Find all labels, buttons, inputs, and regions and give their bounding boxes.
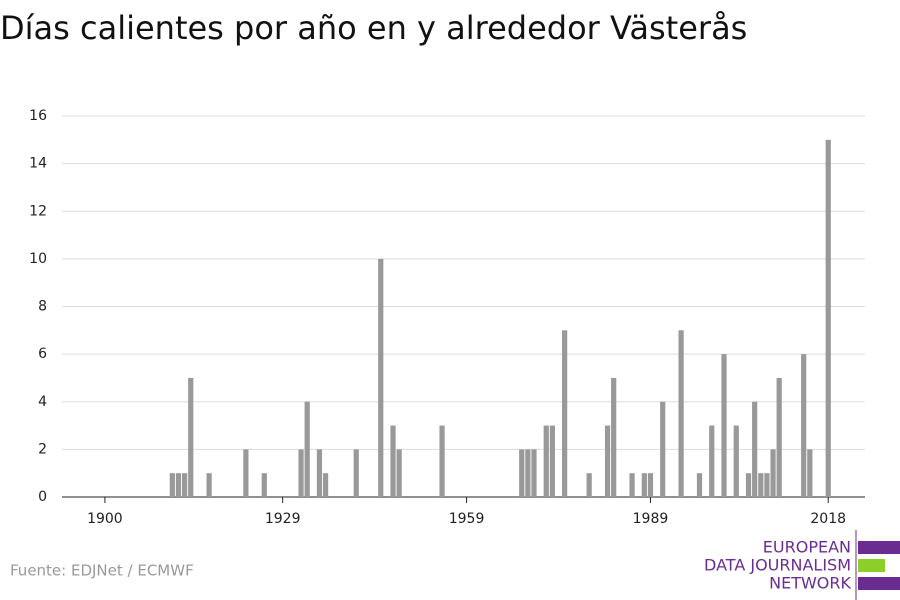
bar (678, 330, 684, 497)
bar (696, 473, 703, 497)
bar (721, 354, 727, 497)
y-tick-label: 4 (38, 394, 47, 410)
bar (604, 425, 611, 497)
bar (629, 473, 635, 497)
y-tick-label: 10 (29, 251, 47, 267)
bar (396, 449, 402, 497)
bar (758, 473, 764, 497)
bar (181, 473, 188, 497)
bar (745, 473, 752, 497)
logo-text: DATA JOURNALISM (704, 556, 851, 575)
bar (304, 401, 310, 497)
bar (764, 473, 770, 497)
y-tick-label: 8 (38, 299, 47, 315)
bar (647, 473, 654, 497)
bar (525, 449, 531, 497)
bar (188, 377, 194, 497)
y-tick-label: 0 (38, 489, 47, 505)
bar (298, 449, 304, 497)
y-tick-label: 16 (29, 108, 47, 124)
bar (660, 401, 666, 497)
bar (825, 139, 831, 497)
bar (353, 449, 359, 497)
logo-bar (858, 577, 900, 590)
y-tick-label: 14 (29, 156, 47, 172)
source: Fuente: EDJNet / ECMWF (10, 562, 194, 580)
logo-bar (858, 559, 885, 572)
bar (243, 449, 249, 497)
bar (531, 449, 537, 497)
bar (752, 401, 758, 497)
bar (733, 425, 739, 497)
bar (641, 473, 647, 497)
x-tick-label: 1900 (87, 511, 123, 527)
bar (261, 473, 267, 497)
bar (807, 449, 813, 497)
x-tick-label: 2018 (810, 511, 846, 527)
bar (322, 473, 329, 497)
y-tick-label: 2 (38, 441, 47, 457)
bar (316, 449, 323, 497)
bar (439, 425, 445, 497)
logo-bar (858, 541, 900, 554)
bar (709, 425, 715, 497)
bar (206, 473, 212, 497)
bar (549, 425, 555, 497)
logo-text: NETWORK (769, 574, 851, 593)
logo-text: EUROPEAN (763, 538, 851, 557)
bar (586, 473, 592, 497)
bar (169, 473, 175, 497)
y-tick-label: 12 (29, 203, 47, 219)
bar (543, 425, 549, 497)
chart-title: Días calientes por año en y alrededor Vä… (0, 9, 747, 47)
x-tick-label: 1929 (265, 511, 301, 527)
bar (611, 377, 617, 497)
bar (776, 377, 782, 497)
x-tick-label: 1959 (449, 511, 485, 527)
bar (770, 449, 776, 497)
bar (378, 258, 384, 497)
bar (801, 354, 807, 497)
bar (390, 425, 396, 497)
bar (175, 473, 182, 497)
bar (562, 330, 568, 497)
x-tick-label: 1989 (633, 511, 669, 527)
y-tick-label: 6 (38, 346, 47, 362)
bar (519, 449, 525, 497)
